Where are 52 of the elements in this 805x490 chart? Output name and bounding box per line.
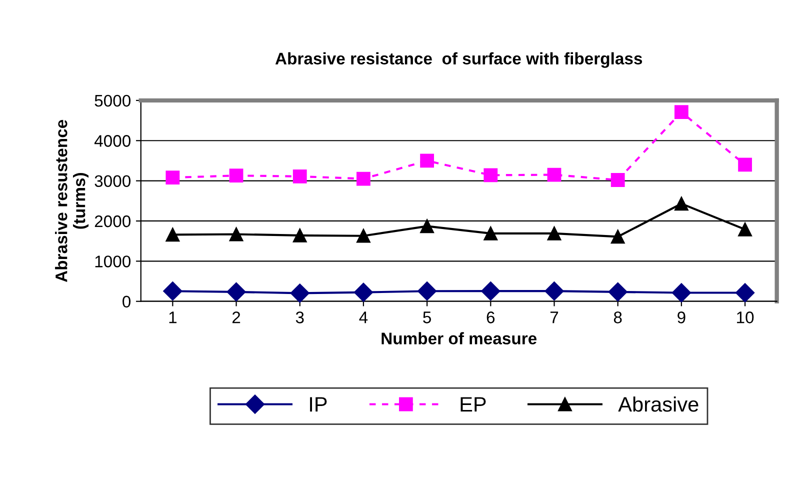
point: [735, 283, 755, 302]
y-tick-label: 2000: [94, 215, 131, 228]
point: [674, 196, 688, 211]
point: [354, 282, 373, 302]
point: [166, 228, 180, 242]
point: [229, 168, 244, 183]
x-tick-label: 2: [232, 312, 240, 324]
legend-label: Abrasive: [618, 396, 698, 412]
point: [290, 284, 310, 303]
point: [418, 282, 437, 301]
point: [674, 105, 688, 120]
y-tick-label: 4000: [94, 135, 131, 147]
point: [292, 228, 307, 242]
point: [420, 154, 434, 168]
point: [481, 282, 500, 301]
x-tick-label: 9: [678, 312, 686, 324]
y-tick-label: 1000: [95, 256, 131, 268]
point: [610, 173, 625, 187]
point: [547, 168, 562, 182]
x-tick-label: 3: [296, 312, 304, 324]
y-tick-label: 0: [122, 296, 130, 308]
chart-title: Abrasive resistance of surface with fiberglass: [275, 52, 642, 68]
point: [610, 230, 625, 244]
point: [166, 170, 180, 185]
point: [738, 158, 752, 172]
x-tick-label: 7: [550, 312, 558, 324]
point: [672, 283, 691, 302]
x-tick-label: 5: [423, 312, 431, 324]
point: [356, 172, 370, 186]
point: [544, 282, 564, 301]
x-tick-label: 1: [169, 312, 176, 324]
point: [292, 169, 307, 184]
legend-label: EP: [460, 397, 486, 412]
x-tick-label: 4: [359, 312, 368, 324]
legend-label: IP: [310, 397, 327, 412]
point: [163, 282, 182, 301]
x-axis-title: Number of measure: [382, 332, 537, 344]
point: [608, 282, 628, 302]
point: [738, 222, 752, 236]
y-axis-title: Abrasive resustence (turms): [55, 120, 89, 282]
x-tick-label: 8: [614, 312, 622, 324]
x-tick-label: 10: [737, 312, 754, 324]
point: [356, 228, 370, 243]
point: [420, 219, 434, 234]
y-tick-label: 5000: [94, 94, 131, 107]
point: [484, 226, 498, 240]
point: [484, 168, 498, 182]
point: [229, 227, 244, 242]
point: [547, 226, 562, 240]
x-tick-label: 6: [486, 312, 495, 324]
point: [226, 282, 246, 302]
y-tick-label: 3000: [94, 175, 131, 188]
